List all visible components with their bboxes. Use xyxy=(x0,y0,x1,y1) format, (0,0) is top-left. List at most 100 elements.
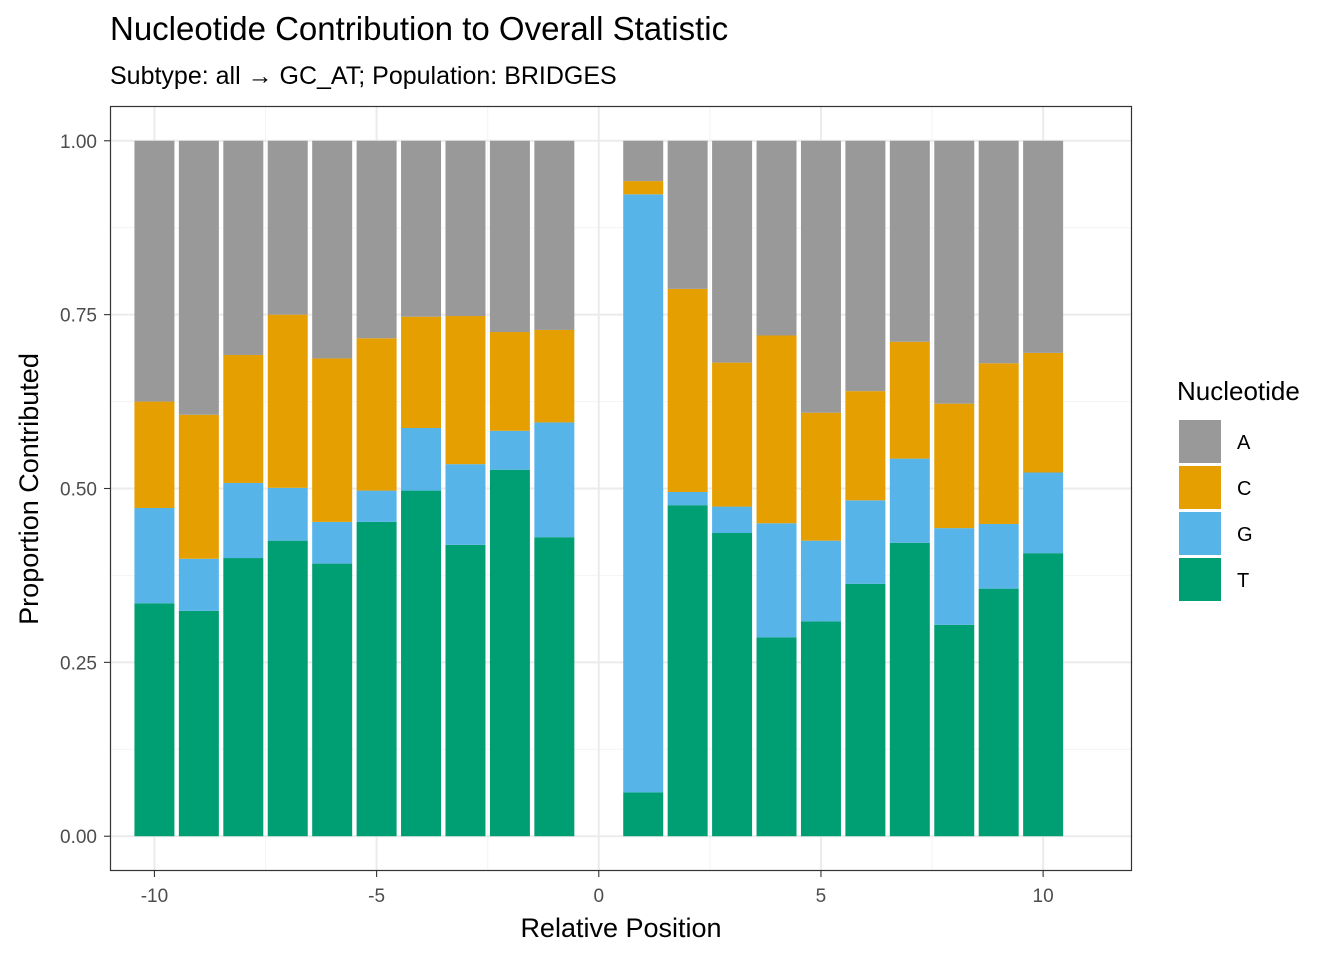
bar-segment-T xyxy=(978,588,1019,837)
bar-segment-A xyxy=(845,140,886,392)
bar-segment-G xyxy=(667,491,708,506)
bar-segment-G xyxy=(756,523,797,638)
x-axis-title: Relative Position xyxy=(520,913,721,943)
bar-segment-G xyxy=(445,464,486,545)
bar-segment-G xyxy=(178,558,219,611)
x-tick-label: 10 xyxy=(1033,886,1054,907)
bar-segment-A xyxy=(800,140,841,413)
bar-segment-T xyxy=(356,521,397,837)
bar-segment-C xyxy=(934,403,975,529)
bar-segment-T xyxy=(845,583,886,837)
x-tick-label: -10 xyxy=(141,886,168,907)
bar-segment-A xyxy=(756,140,797,336)
y-axis: 0.00 0.25 0.50 0.75 1.00 xyxy=(60,132,110,848)
plot-panel xyxy=(109,105,1133,872)
bar-segment-A xyxy=(623,140,664,182)
bar-segment-A xyxy=(712,140,753,363)
y-axis-title: Proportion Contributed xyxy=(14,353,44,625)
bar-segment-A xyxy=(223,140,264,355)
bar-segment-C xyxy=(445,316,486,465)
bar-segment-T xyxy=(223,558,264,837)
bar-segment-T xyxy=(756,637,797,837)
bar-segment-A xyxy=(312,140,353,359)
bar-segment-G xyxy=(1023,472,1064,554)
bar-segment-T xyxy=(889,542,930,837)
bar-segment-C xyxy=(623,181,664,195)
bar-segment-A xyxy=(534,140,575,330)
bar-segment-G xyxy=(356,490,397,522)
bar-segment-G xyxy=(845,500,886,584)
bar-segment-C xyxy=(134,401,175,508)
bar-segment-C xyxy=(667,288,708,492)
bar-segment-G xyxy=(134,507,175,604)
bar-segment-T xyxy=(489,469,530,837)
bars xyxy=(134,140,1064,837)
bar-segment-T xyxy=(534,537,575,837)
legend-label-C: C xyxy=(1237,478,1251,500)
bar-segment-A xyxy=(978,140,1019,364)
bar-segment-A xyxy=(1023,140,1064,353)
bar-segment-T xyxy=(623,792,664,837)
legend-items: A C G T xyxy=(1179,420,1253,601)
legend-key-G xyxy=(1179,512,1221,555)
chart-subtitle: Subtype: all → GC_AT; Population: BRIDGE… xyxy=(110,62,617,90)
legend: Nucleotide A C G T xyxy=(1177,376,1300,601)
bar-segment-T xyxy=(667,505,708,837)
panel-border xyxy=(109,105,1133,872)
y-tick-label: 0.00 xyxy=(60,827,97,848)
x-tick-label: 5 xyxy=(816,886,827,907)
legend-title: Nucleotide xyxy=(1177,376,1300,406)
legend-key-A xyxy=(1179,420,1221,463)
bar-segment-G xyxy=(312,521,353,564)
y-tick-label: 1.00 xyxy=(60,132,97,153)
bar-segment-A xyxy=(356,140,397,339)
bar-segment-A xyxy=(134,140,175,402)
bar-segment-C xyxy=(756,335,797,524)
bar-segment-G xyxy=(889,458,930,543)
legend-label-A: A xyxy=(1237,432,1251,454)
bar-segment-A xyxy=(267,140,308,315)
bar-segment-T xyxy=(401,490,442,837)
bar-segment-G xyxy=(712,506,753,534)
bar-segment-C xyxy=(712,362,753,507)
x-tick-label: 0 xyxy=(593,886,604,907)
bar-segment-T xyxy=(1023,553,1064,837)
y-tick-label: 0.50 xyxy=(60,480,97,501)
bar-segment-A xyxy=(178,140,219,415)
bar-segment-G xyxy=(401,427,442,491)
legend-label-T: T xyxy=(1237,570,1249,592)
bar-segment-C xyxy=(978,363,1019,524)
bar-segment-C xyxy=(1023,352,1064,473)
bar-segment-G xyxy=(934,528,975,625)
bar-segment-A xyxy=(445,140,486,317)
legend-key-T xyxy=(1179,558,1221,601)
bar-segment-C xyxy=(489,332,530,431)
bar-segment-G xyxy=(489,430,530,470)
bar-segment-A xyxy=(489,140,530,333)
bar-segment-C xyxy=(356,338,397,491)
bar-segment-A xyxy=(667,140,708,289)
bar-segment-T xyxy=(934,624,975,837)
bar-segment-C xyxy=(845,391,886,501)
x-axis: -10 -5 0 5 10 xyxy=(141,871,1054,907)
y-tick-label: 0.75 xyxy=(60,306,97,327)
bar-segment-G xyxy=(800,540,841,622)
bar-segment-G xyxy=(223,482,264,559)
legend-key-C xyxy=(1179,466,1221,509)
bar-segment-C xyxy=(800,412,841,541)
bar-segment-T xyxy=(800,621,841,837)
bar-segment-T xyxy=(267,540,308,837)
bar-segment-C xyxy=(178,414,219,559)
bar-segment-C xyxy=(312,358,353,522)
bar-segment-T xyxy=(178,610,219,837)
bar-segment-C xyxy=(223,354,264,483)
bar-segment-C xyxy=(401,316,442,428)
chart-title: Nucleotide Contribution to Overall Stati… xyxy=(110,10,728,47)
legend-label-G: G xyxy=(1237,524,1253,546)
bar-segment-G xyxy=(978,523,1019,589)
bar-segment-T xyxy=(445,544,486,837)
bar-segment-C xyxy=(889,341,930,459)
bar-segment-G xyxy=(534,422,575,538)
bar-segment-T xyxy=(712,533,753,837)
